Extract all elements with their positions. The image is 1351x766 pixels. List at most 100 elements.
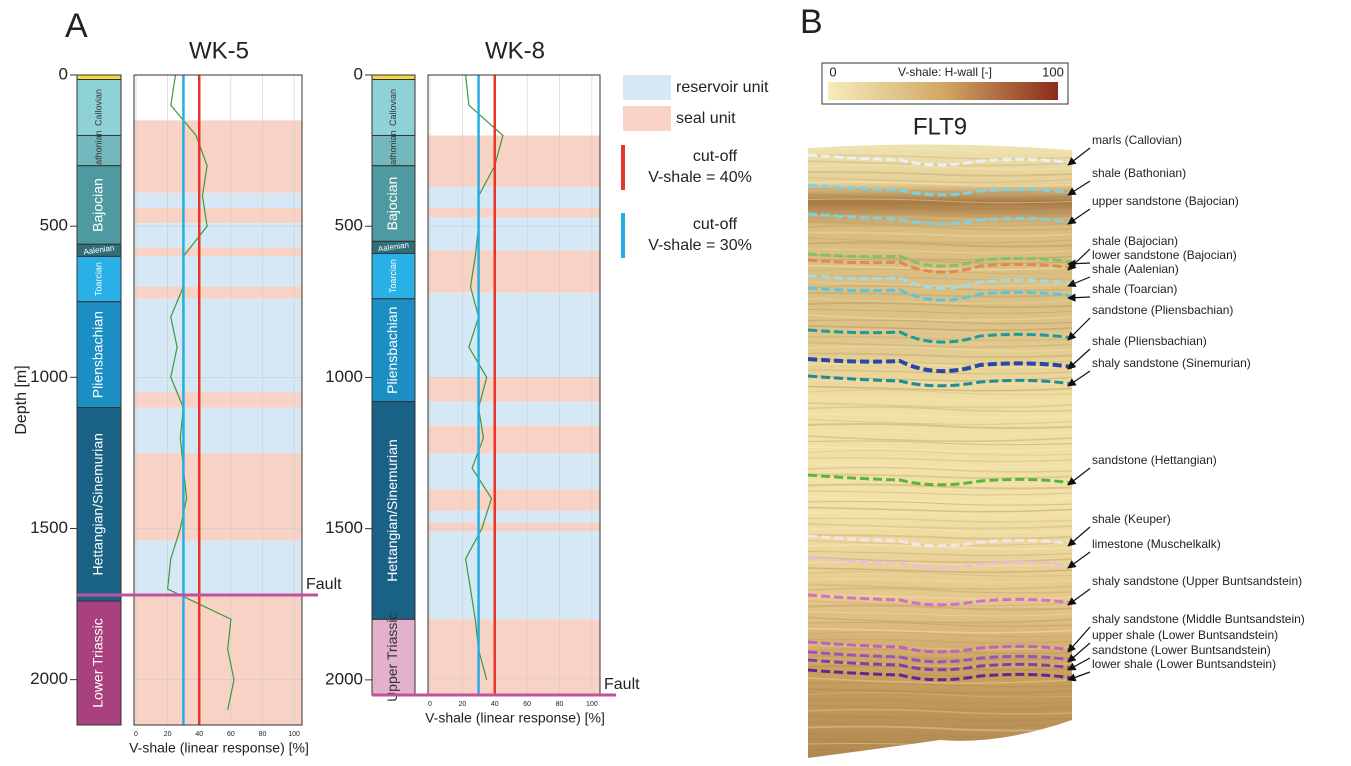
layer	[808, 298, 1072, 304]
layer	[808, 336, 1072, 342]
layer	[808, 704, 1072, 711]
horizon-label: shaly sandstone (Upper Buntsandstein)	[1092, 574, 1302, 588]
formation-label: Toarcian	[388, 259, 398, 293]
horizon-arrow	[1067, 348, 1091, 370]
layer	[808, 611, 1072, 617]
reservoir-interval	[134, 540, 302, 595]
layer	[808, 500, 1072, 506]
seal-interval	[428, 489, 600, 511]
y-tick-label: 1500	[30, 518, 68, 537]
colorbar-max: 100	[1042, 64, 1064, 79]
reservoir-interval	[428, 401, 600, 426]
layer	[808, 567, 1072, 573]
layer	[808, 715, 1072, 722]
panel-label: B	[800, 3, 823, 41]
seal-interval	[134, 452, 302, 541]
reservoir-interval	[134, 192, 302, 209]
layer	[808, 147, 1072, 154]
y-tick-label: 0	[59, 64, 68, 83]
layer	[808, 302, 1072, 308]
horizon-arrow	[1067, 317, 1091, 341]
formation	[371, 165, 416, 242]
horizon-label: shale (Pliensbachian)	[1092, 334, 1207, 348]
layer	[808, 616, 1072, 624]
horizon-arrow	[1067, 588, 1091, 606]
layer	[808, 430, 1072, 435]
layer	[808, 319, 1072, 325]
panel-label: A	[65, 7, 88, 45]
layer	[808, 446, 1072, 452]
layer	[808, 419, 1072, 425]
y-tick-label: 500	[40, 216, 68, 235]
legend-label: V-shale = 40%	[648, 169, 752, 186]
layer	[808, 423, 1072, 429]
legend-label: V-shale = 30%	[648, 237, 752, 254]
layer	[808, 237, 1072, 244]
horizon-label: sandstone (Hettangian)	[1092, 453, 1217, 467]
horizon	[808, 328, 1072, 344]
formation	[76, 600, 122, 726]
layer	[808, 587, 1072, 594]
fault-label: Fault	[306, 576, 342, 593]
horizon	[808, 658, 1072, 672]
legend-swatch	[621, 145, 625, 190]
horizon	[808, 556, 1072, 570]
horizon-arrow	[1067, 526, 1091, 547]
layer	[808, 231, 1072, 238]
formation	[371, 401, 416, 620]
horizon-arrow	[1067, 208, 1091, 225]
layer	[808, 483, 1072, 490]
formation	[76, 407, 122, 602]
x-tick-label: 0	[134, 731, 138, 738]
horizon	[808, 374, 1072, 388]
horizon	[808, 357, 1072, 374]
horizon-arrow	[1067, 642, 1091, 663]
seal-interval	[428, 522, 600, 532]
seal-interval	[134, 595, 302, 725]
x-axis-label: V-shale (linear response) [%]	[129, 740, 309, 756]
horizon-label: upper sandstone (Bajocian)	[1092, 194, 1239, 208]
formation-label: Callovian	[388, 89, 398, 126]
layer	[808, 292, 1072, 298]
horizon	[808, 593, 1072, 607]
formation-label: Toarcian	[93, 262, 103, 296]
reservoir-interval	[134, 256, 302, 287]
legend-swatch	[623, 106, 671, 131]
layer	[808, 379, 1072, 385]
horizon-arrow	[1067, 276, 1091, 288]
panel-b: 0 100 V-shale: H-wall [-] FLT9 marls (Ca…	[808, 62, 1305, 758]
seal-interval	[428, 377, 600, 402]
vshale-curve	[464, 74, 504, 681]
reservoir-interval	[428, 531, 600, 620]
formation-label: Hettangian/Sinemurian	[90, 433, 106, 575]
layer	[808, 325, 1072, 331]
reservoir-interval	[428, 292, 600, 378]
layer	[808, 171, 1072, 177]
x-tick-label: 60	[227, 731, 235, 738]
layer	[808, 198, 1072, 204]
layer	[808, 264, 1072, 271]
horizon-label: sandstone (Lower Buntsandstein)	[1092, 643, 1271, 657]
formation	[371, 134, 416, 167]
seal-interval	[134, 247, 302, 257]
horizon-label: lower sandstone (Bajocian)	[1092, 248, 1237, 262]
x-tick-label: 0	[428, 701, 432, 708]
seal-interval	[428, 425, 600, 454]
formation-label: Aalenian	[377, 240, 409, 253]
section-title: FLT9	[913, 113, 967, 140]
horizon-label: sandstone (Pliensbachian)	[1092, 303, 1233, 317]
layer	[808, 638, 1072, 644]
layer	[808, 450, 1072, 456]
reservoir-interval	[428, 217, 600, 251]
formation-label: Callovian	[93, 89, 103, 126]
layer	[808, 692, 1072, 698]
reservoir-interval	[134, 223, 302, 248]
layer	[808, 631, 1072, 638]
layer	[808, 495, 1072, 503]
legend-label: seal unit	[676, 110, 736, 127]
layer	[808, 402, 1072, 409]
legend-label: cut-off	[693, 216, 738, 233]
y-tick-label: 2000	[30, 669, 68, 688]
layer	[808, 682, 1072, 688]
horizon	[808, 183, 1072, 197]
